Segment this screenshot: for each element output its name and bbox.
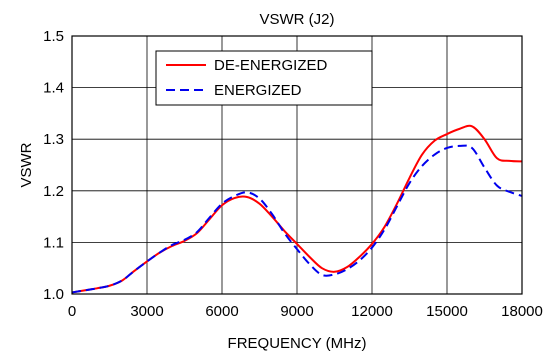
x-tick-label: 3000: [130, 303, 163, 320]
series-line-energized: [71, 144, 523, 294]
x-axis-ticks: 0 3000 6000 9000 12000 15000 18000: [68, 303, 543, 320]
y-tick-label: 1.4: [43, 80, 64, 97]
y-tick-label: 1.5: [43, 28, 64, 45]
y-tick-label: 1.1: [43, 234, 64, 251]
chart-title: VSWR (J2): [260, 11, 335, 28]
x-tick-label: 9000: [280, 303, 313, 320]
y-tick-label: 1.3: [43, 131, 64, 148]
x-tick-label: 0: [68, 303, 76, 320]
legend-label-energized: ENERGIZED: [214, 82, 302, 99]
legend-label-de-energized: DE-ENERGIZED: [214, 57, 328, 74]
x-tick-label: 12000: [351, 303, 393, 320]
series-layer: [71, 124, 523, 294]
y-tick-label: 1.2: [43, 183, 64, 200]
x-tick-label: 15000: [426, 303, 468, 320]
legend-box: [155, 50, 373, 106]
y-axis-ticks: 1.0 1.1 1.2 1.3 1.4 1.5: [43, 28, 64, 303]
plot-area: [71, 35, 523, 295]
x-axis-label: FREQUENCY (MHz): [228, 335, 367, 352]
x-tick-label: 18000: [501, 303, 543, 320]
series-line-de-energized: [71, 124, 523, 294]
y-axis-label: VSWR: [18, 142, 35, 187]
legend: DE-ENERGIZED ENERGIZED: [155, 50, 373, 106]
x-tick-label: 6000: [205, 303, 238, 320]
y-tick-label: 1.0: [43, 286, 64, 303]
